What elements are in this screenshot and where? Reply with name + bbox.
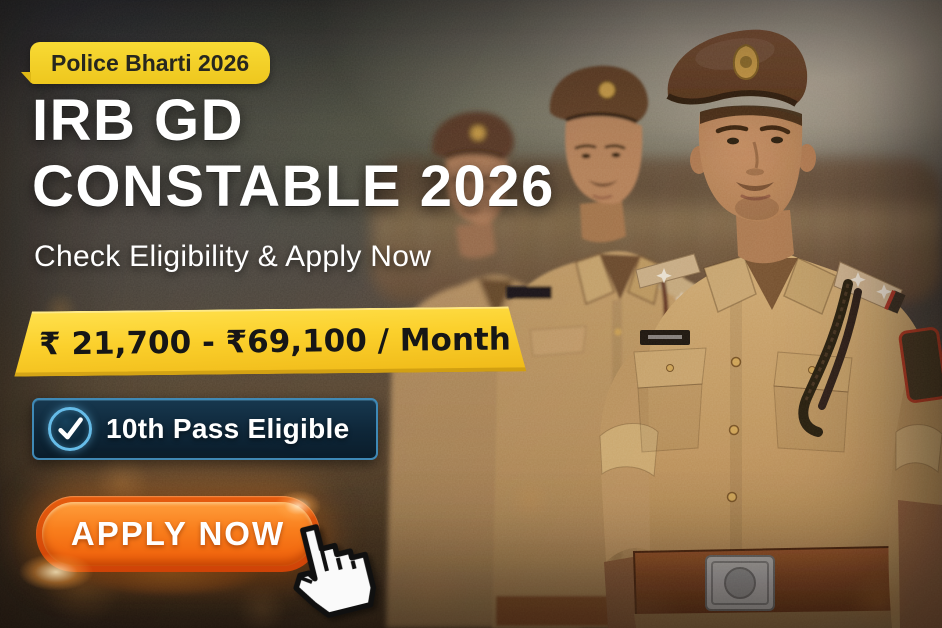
checkmark-icon [48,407,92,451]
top-ribbon-badge: Police Bharti 2026 [20,42,271,84]
page-title: IRB GD CONSTABLE 2026 [32,88,555,220]
eligibility-label: 10th Pass Eligible [106,413,350,444]
badge-label: Police Bharti 2026 [51,50,250,76]
salary-text: ₹ 21,700 - ₹69,100 / Month [38,320,512,362]
eligibility-chip: 10th Pass Eligible [32,398,378,460]
title-line-2: CONSTABLE 2026 [32,154,555,219]
title-line-1: IRB GD [32,88,244,153]
subtitle: Check Eligibility & Apply Now [34,240,432,273]
salary-ribbon: ₹ 21,700 - ₹69,100 / Month [14,306,527,376]
